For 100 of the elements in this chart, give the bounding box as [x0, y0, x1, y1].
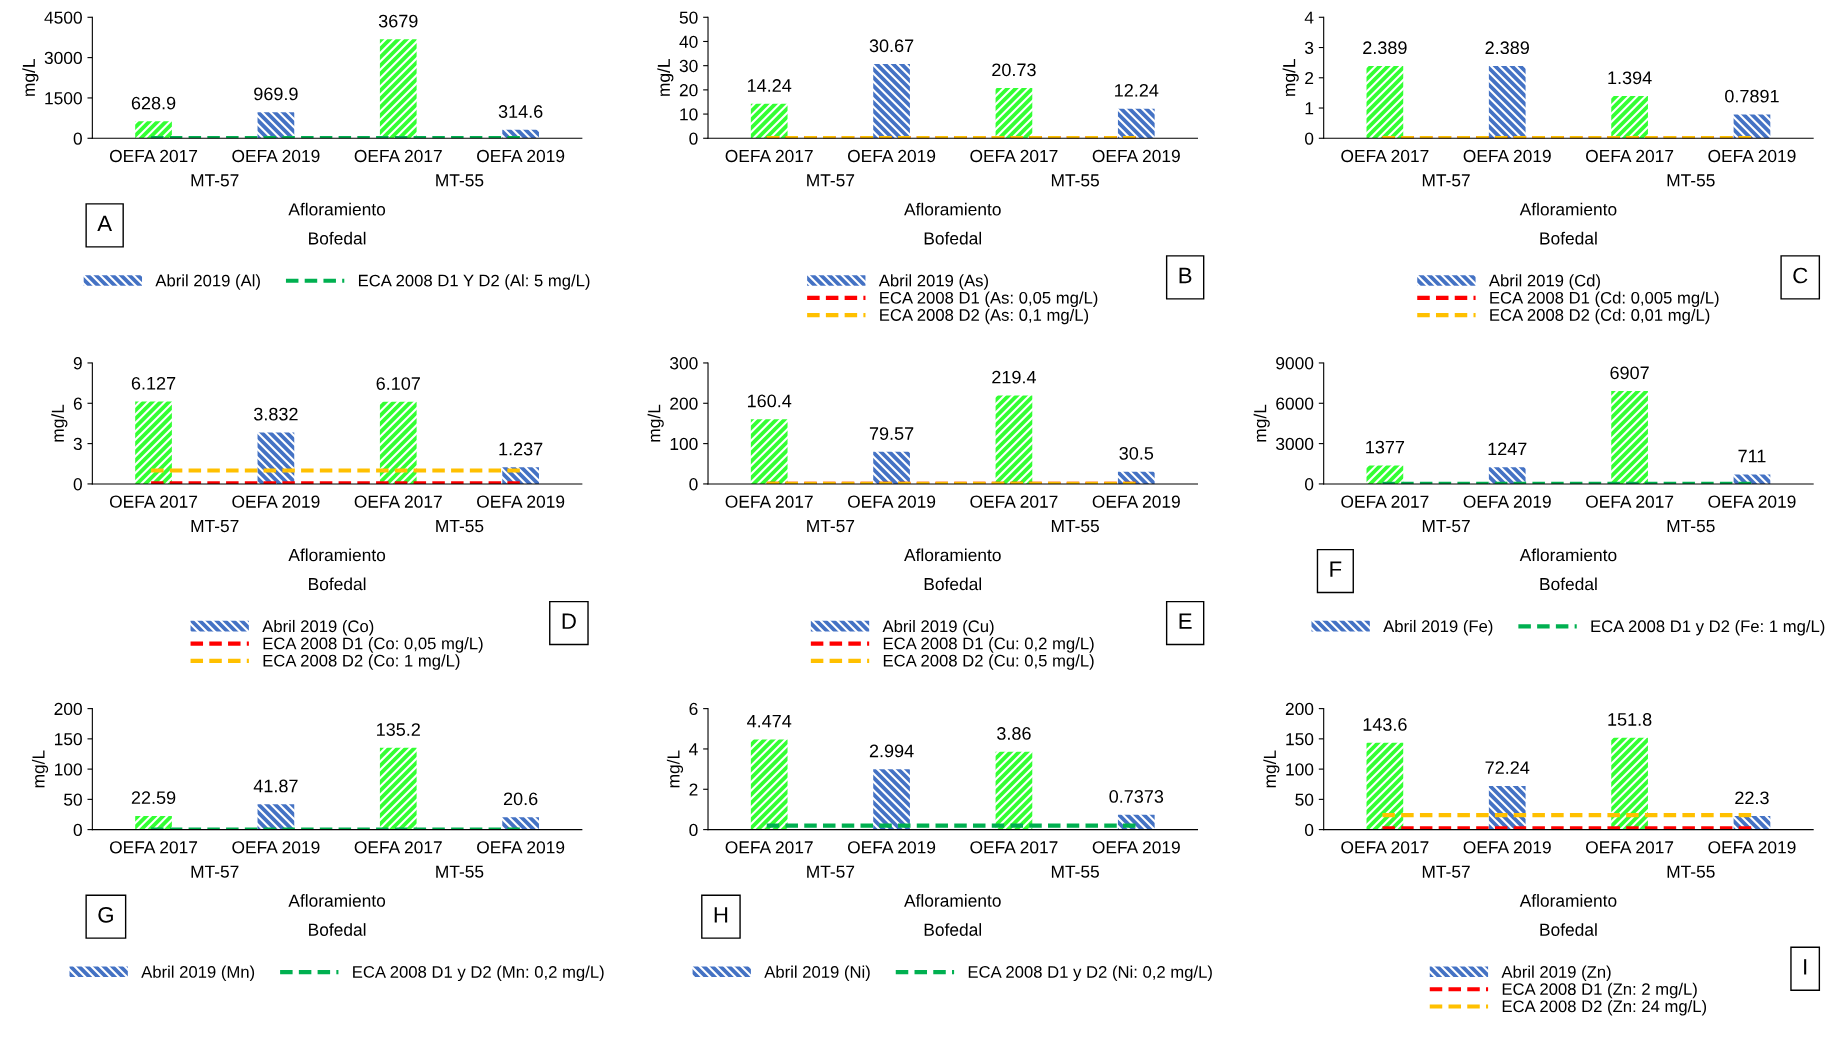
- bar: [257, 804, 295, 830]
- data-label: 135.2: [377, 723, 420, 736]
- y-tick-label: 2: [1305, 71, 1314, 85]
- legend-label: Abril 2019 (Ni): [764, 965, 870, 982]
- x-tick-label: OEFA 2019: [1092, 841, 1180, 854]
- x-tick-label: OEFA 2019: [232, 149, 320, 163]
- x-tick-label: OEFA 2019: [232, 841, 320, 854]
- bar: [995, 88, 1033, 139]
- text: F: [1330, 561, 1342, 577]
- legend-label: ECA 2008 D1 (Cu: 0,2 mg/L): [883, 637, 1094, 653]
- y-tick-label: 150: [1286, 733, 1314, 746]
- y-tick-label: 40: [679, 35, 698, 48]
- bar: [1366, 742, 1404, 830]
- text: G: [98, 906, 113, 923]
- bar: [379, 401, 417, 484]
- y-tick-label: 0: [73, 823, 82, 837]
- y-tick-label: 3: [1304, 41, 1314, 54]
- y-tick-label: 4500: [44, 11, 82, 24]
- y-tick-label: 200: [54, 702, 82, 716]
- y-axis-title: mg/L: [647, 404, 664, 442]
- text: MT-57: [1422, 520, 1470, 533]
- text: MT-55: [436, 174, 484, 187]
- y-tick-label: 50: [64, 793, 82, 806]
- text: E: [1179, 613, 1192, 629]
- data-label: 22.59: [131, 791, 176, 805]
- y-axis-title: mg/L: [51, 404, 68, 442]
- x-tick-label: OEFA 2019: [1092, 495, 1180, 508]
- y-tick-label: 2: [689, 783, 698, 796]
- bar: [1488, 467, 1526, 484]
- data-label: 314.6: [498, 105, 543, 118]
- text: Afloramiento: [904, 202, 1001, 216]
- legend-label: ECA 2008 D2 (As: 0,1 mg/L): [880, 308, 1089, 325]
- text: A: [97, 215, 113, 232]
- text: MT-55: [1051, 520, 1099, 533]
- y-tick-label: 1: [1305, 102, 1314, 115]
- data-label: 41.87: [253, 779, 298, 793]
- bar: [1117, 108, 1155, 139]
- text: MT-57: [1422, 865, 1470, 878]
- legend-label: Abril 2019 (Zn): [1501, 965, 1611, 982]
- y-tick-label: 150: [54, 733, 82, 746]
- bar: [873, 769, 910, 830]
- text: MT-57: [807, 865, 855, 878]
- data-label: 3.86: [997, 727, 1031, 740]
- x-tick-label: OEFA 2019: [1463, 495, 1551, 508]
- data-label: 2.994: [869, 744, 914, 758]
- text: Bofedal: [309, 231, 366, 245]
- bar: [1611, 737, 1648, 830]
- text: Bofedal: [309, 923, 366, 936]
- data-label: 151.8: [1608, 713, 1652, 726]
- y-tick-label: 300: [669, 357, 698, 370]
- x-tick-label: OEFA 2019: [1708, 841, 1796, 854]
- x-tick-label: OEFA 2017: [970, 495, 1058, 508]
- text: D: [562, 613, 576, 629]
- x-tick-label: OEFA 2017: [1586, 149, 1674, 163]
- x-tick-label: OEFA 2017: [725, 841, 813, 854]
- text: MT-55: [1051, 865, 1099, 878]
- data-label: 143.6: [1363, 718, 1407, 731]
- data-label: 3679: [378, 14, 418, 28]
- x-tick-label: OEFA 2017: [970, 841, 1058, 854]
- bar: [135, 815, 172, 830]
- y-tick-label: 50: [1295, 793, 1314, 806]
- legend-label: Abril 2019 (Fe): [1383, 619, 1493, 636]
- text: Afloramiento: [288, 894, 386, 907]
- legend-label: ECA 2008 D1 (Zn: 2 mg/L): [1502, 982, 1697, 999]
- x-tick-label: OEFA 2019: [1463, 149, 1551, 163]
- data-label: 2.389: [1363, 41, 1407, 55]
- bar: [1366, 66, 1404, 139]
- bar: [135, 121, 172, 139]
- y-axis-title: mg/L: [22, 59, 39, 96]
- data-label: 160.4: [747, 394, 792, 408]
- legend-label: ECA 2008 D2 (Co: 1 mg/L): [263, 654, 460, 670]
- text: MT-55: [436, 520, 484, 533]
- x-tick-label: OEFA 2017: [970, 149, 1058, 163]
- x-tick-label: OEFA 2019: [232, 495, 320, 508]
- data-label: 30.67: [869, 39, 914, 53]
- x-tick-label: OEFA 2017: [354, 495, 442, 508]
- data-label: 22.3: [1735, 791, 1769, 805]
- x-tick-label: OEFA 2019: [477, 841, 565, 854]
- x-tick-label: OEFA 2017: [109, 841, 198, 854]
- x-tick-label: OEFA 2019: [847, 495, 936, 508]
- legend-label: ECA 2008 D2 (Cu: 0,5 mg/L): [883, 654, 1094, 670]
- legend-label: ECA 2008 D2 (Cd: 0,01 mg/L): [1490, 308, 1710, 325]
- data-label: 1247: [1488, 442, 1527, 456]
- bar: [750, 739, 788, 830]
- data-label: 628.9: [131, 96, 176, 110]
- y-tick-label: 0: [1304, 823, 1314, 837]
- bar: [379, 39, 417, 139]
- bar: [1611, 391, 1648, 484]
- legend-label: ECA 2008 D1 (Cd: 0,005 mg/L): [1490, 291, 1719, 307]
- x-tick-label: OEFA 2017: [109, 149, 198, 163]
- data-label: 12.24: [1115, 83, 1159, 97]
- y-tick-label: 3000: [1276, 437, 1314, 451]
- x-tick-label: OEFA 2017: [1341, 149, 1429, 163]
- y-tick-label: 100: [54, 763, 82, 776]
- legend-label: ECA 2008 D1 y D2 (Ni: 0,2 mg/L): [968, 965, 1212, 982]
- text: MT-57: [191, 520, 239, 533]
- bar: [379, 747, 417, 830]
- x-tick-label: OEFA 2019: [1092, 149, 1180, 163]
- text: Bofedal: [924, 231, 982, 245]
- text: MT-55: [1667, 174, 1715, 187]
